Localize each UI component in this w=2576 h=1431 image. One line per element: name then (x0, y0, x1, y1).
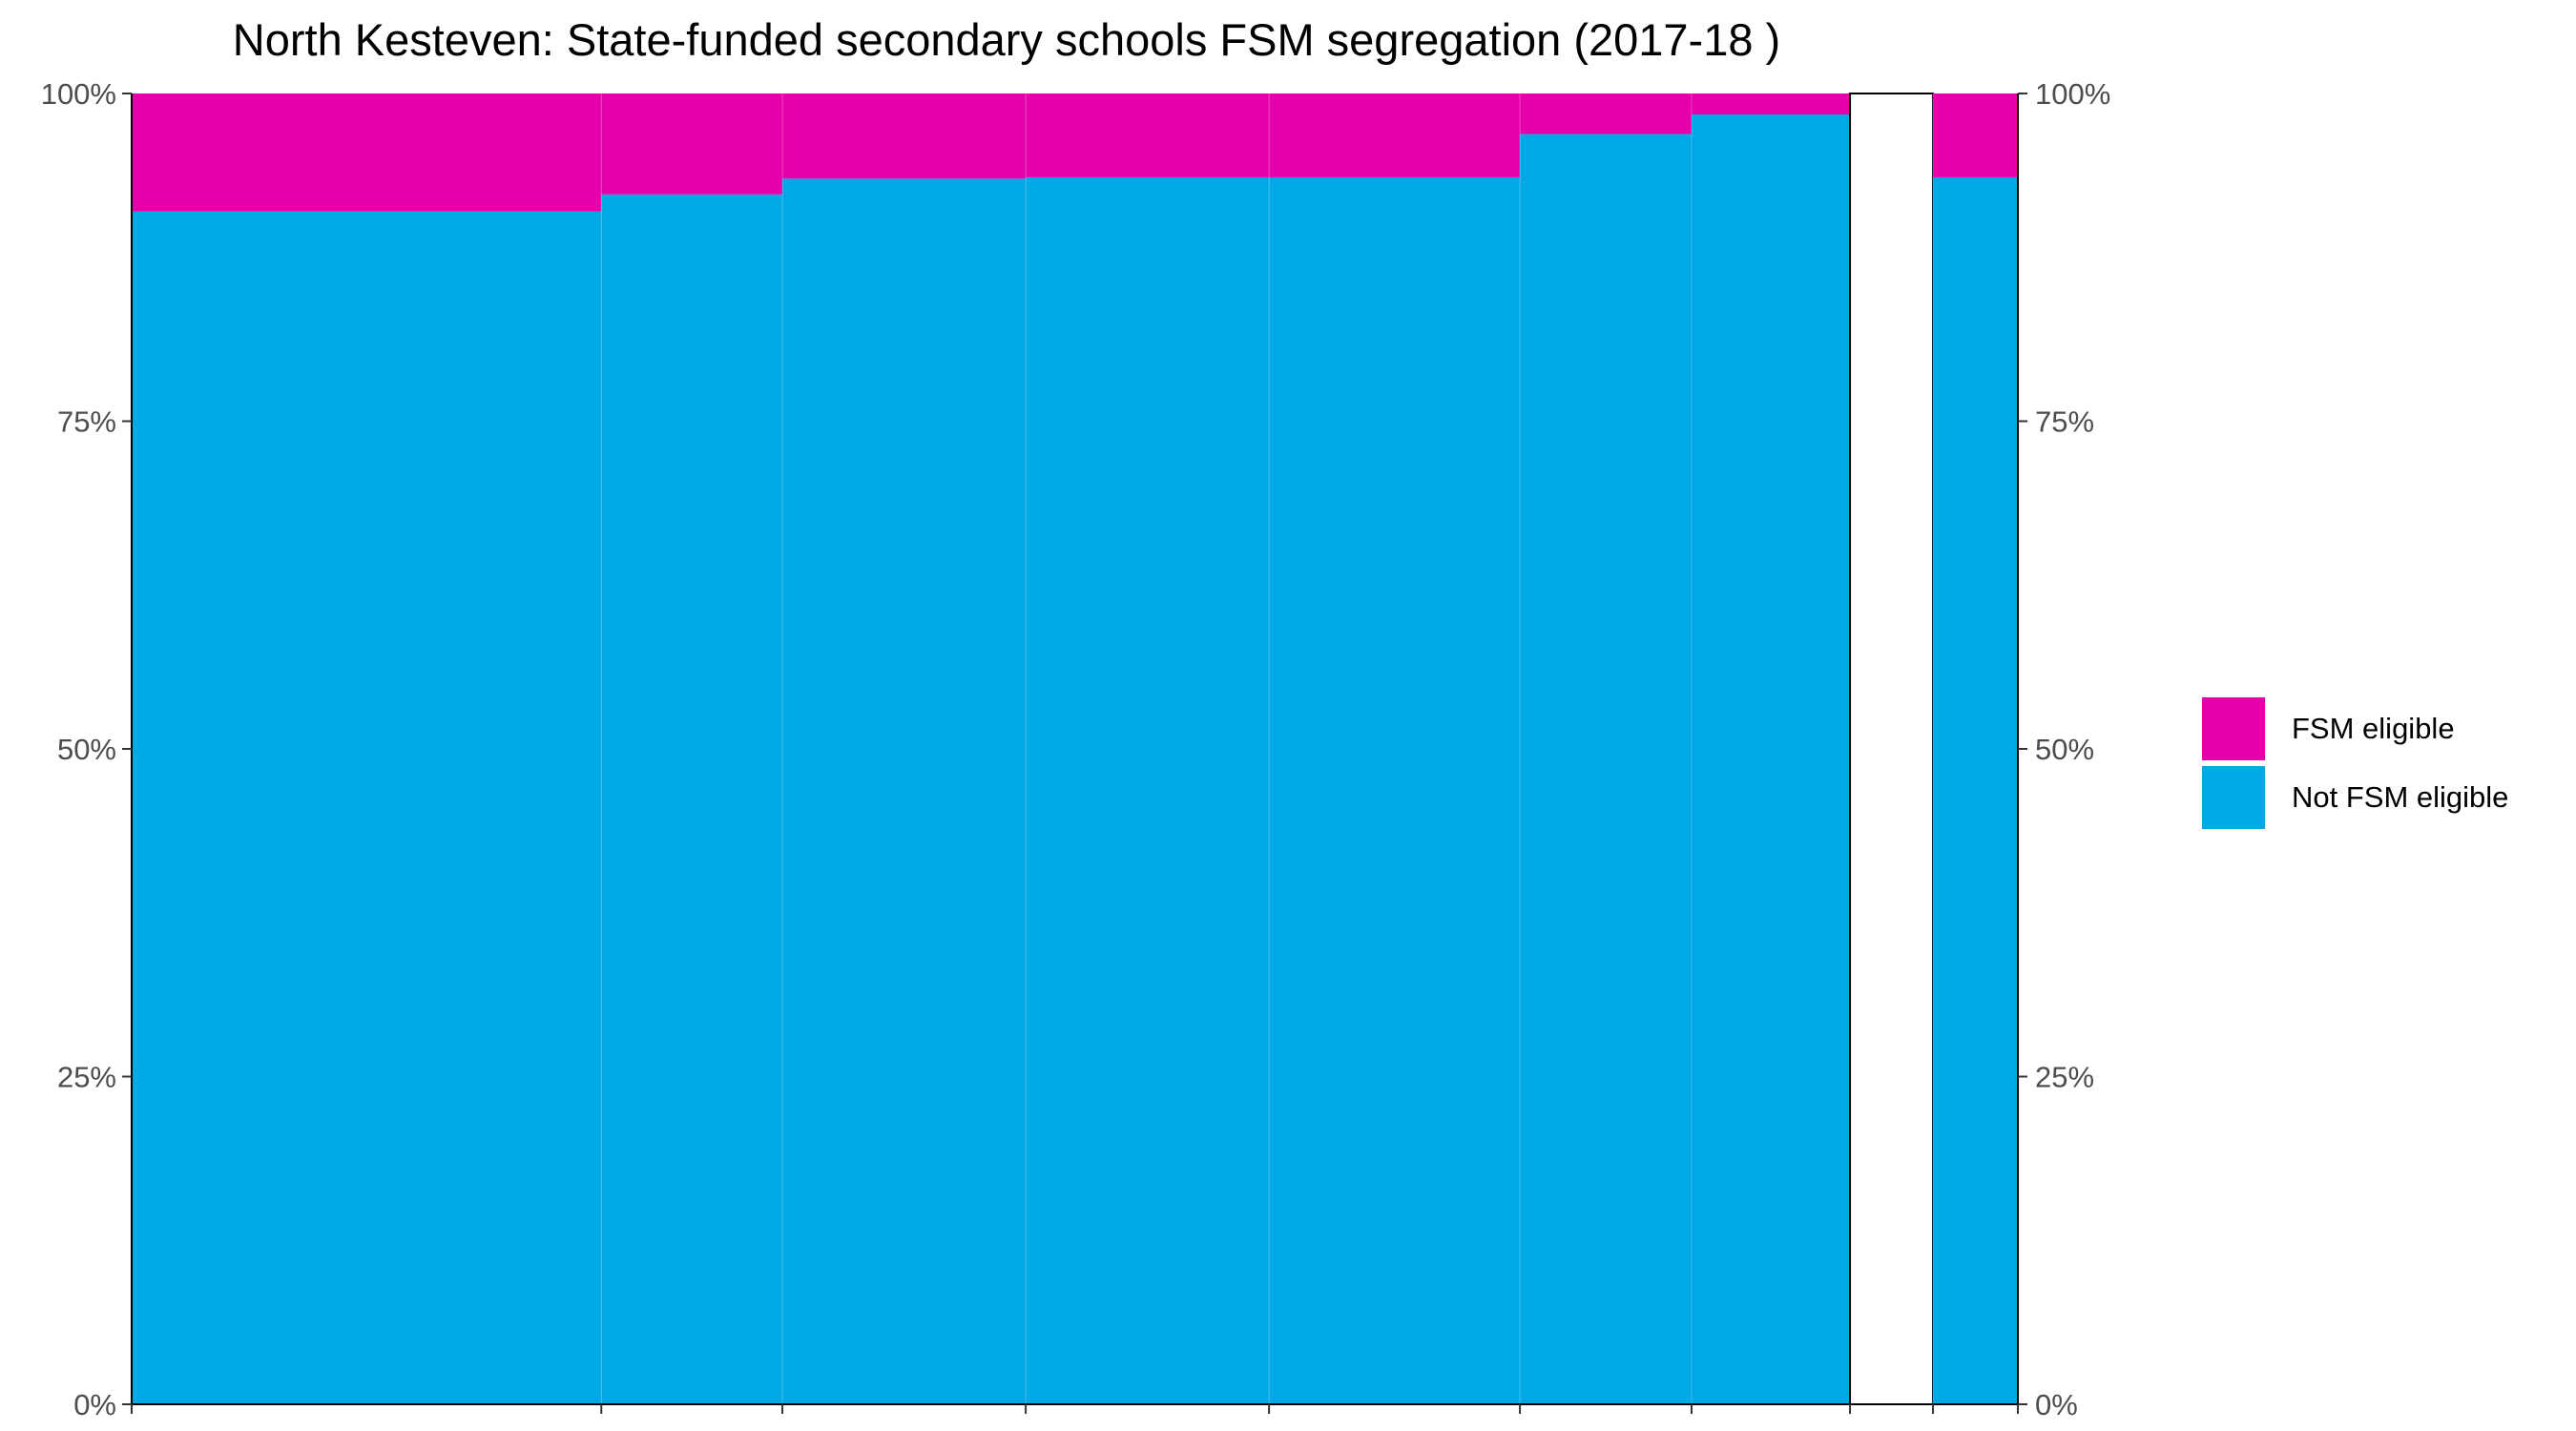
legend-swatch-not-fsm (2202, 766, 2265, 829)
y-tick-label-right-2: 50% (2035, 733, 2094, 766)
y-tick-label-left-1: 25% (57, 1061, 116, 1094)
bar-fsm-0 (132, 93, 602, 212)
legend: FSM eligible Not FSM eligible (2202, 695, 2508, 832)
bar-not-fsm-0 (132, 211, 602, 1404)
bar-fsm-6 (1691, 93, 1851, 114)
legend-label-fsm: FSM eligible (2292, 712, 2455, 745)
bar-not-fsm-8 (1933, 176, 2018, 1404)
bar-fsm-8 (1933, 93, 2018, 177)
bar-not-fsm-3 (1026, 176, 1270, 1404)
bar-not-fsm-5 (1520, 134, 1692, 1404)
y-tick-label-right-0: 0% (2035, 1388, 2078, 1421)
bar-fsm-1 (601, 93, 783, 195)
bar-not-fsm-1 (601, 194, 783, 1405)
y-tick-label-right-1: 25% (2035, 1061, 2094, 1094)
bar-fsm-4 (1269, 93, 1521, 177)
bar-fsm-3 (1026, 93, 1270, 177)
legend-swatch-fsm (2202, 697, 2265, 760)
y-tick-label-left-3: 75% (57, 405, 116, 439)
bar-not-fsm-4 (1269, 176, 1521, 1404)
bar-not-fsm-2 (782, 178, 1027, 1404)
legend-item-fsm: FSM eligible (2202, 695, 2508, 763)
y-tick-label-left-4: 100% (41, 77, 116, 111)
bar-not-fsm-6 (1691, 114, 1851, 1404)
bar-fsm-5 (1520, 93, 1692, 135)
y-tick-label-left-0: 0% (73, 1388, 116, 1421)
y-tick-label-left-2: 50% (57, 733, 116, 766)
y-tick-label-right-3: 75% (2035, 405, 2094, 439)
bar-empty-7 (1849, 93, 1935, 1405)
legend-label-not-fsm: Not FSM eligible (2292, 780, 2509, 814)
legend-item-not-fsm: Not FSM eligible (2202, 763, 2508, 832)
bar-fsm-2 (782, 93, 1027, 179)
chart-title: North Kesteven: State-funded secondary s… (232, 14, 1781, 65)
y-tick-label-right-4: 100% (2035, 77, 2110, 111)
